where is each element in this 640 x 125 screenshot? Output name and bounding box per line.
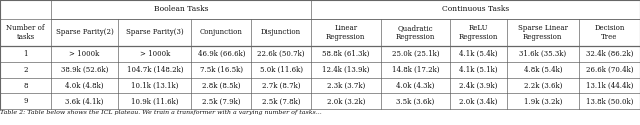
Text: 7.5k (16.5k): 7.5k (16.5k) (200, 66, 243, 74)
Text: 26.6k (70.4k): 26.6k (70.4k) (586, 66, 633, 74)
Text: Decision
Tree: Decision Tree (594, 24, 625, 41)
Text: 2.5k (7.9k): 2.5k (7.9k) (202, 97, 241, 105)
Text: 9: 9 (23, 97, 28, 105)
Text: 1.9k (3.2k): 1.9k (3.2k) (524, 97, 562, 105)
Text: 58.8k (61.3k): 58.8k (61.3k) (322, 50, 369, 58)
Text: 13.1k (44.4k): 13.1k (44.4k) (586, 82, 633, 90)
Text: Sparse Parity(2): Sparse Parity(2) (56, 28, 113, 36)
Text: 2.5k (7.8k): 2.5k (7.8k) (262, 97, 300, 105)
Text: 104.7k (148.2k): 104.7k (148.2k) (127, 66, 183, 74)
Text: 8: 8 (23, 82, 28, 90)
Text: 22.6k (50.7k): 22.6k (50.7k) (257, 50, 305, 58)
Text: 2.8k (8.5k): 2.8k (8.5k) (202, 82, 241, 90)
Text: ReLU
Regression: ReLU Regression (459, 24, 498, 41)
Text: 2: 2 (23, 66, 28, 74)
Text: 1: 1 (23, 50, 28, 58)
Text: 4.0k (4.8k): 4.0k (4.8k) (65, 82, 104, 90)
Text: > 1000k: > 1000k (140, 50, 170, 58)
Text: 4.1k (5.1k): 4.1k (5.1k) (460, 66, 498, 74)
Text: 4.0k (4.3k): 4.0k (4.3k) (396, 82, 435, 90)
Text: 13.8k (50.0k): 13.8k (50.0k) (586, 97, 633, 105)
Text: Sparse Parity(3): Sparse Parity(3) (126, 28, 184, 36)
Text: 4.8k (5.4k): 4.8k (5.4k) (524, 66, 562, 74)
Text: Linear
Regression: Linear Regression (326, 24, 365, 41)
Text: Table 2: Table below shows the ICL plateau. We train a transformer with a varyin: Table 2: Table below shows the ICL plate… (0, 110, 322, 116)
Text: Conjunction: Conjunction (200, 28, 243, 36)
Text: Continuous Tasks: Continuous Tasks (442, 5, 509, 13)
Text: 2.0k (3.4k): 2.0k (3.4k) (460, 97, 498, 105)
Text: 12.4k (13.9k): 12.4k (13.9k) (322, 66, 369, 74)
Text: 25.0k (25.1k): 25.0k (25.1k) (392, 50, 439, 58)
Text: 32.4k (86.2k): 32.4k (86.2k) (586, 50, 633, 58)
Text: 3.6k (4.1k): 3.6k (4.1k) (65, 97, 104, 105)
Text: 4.1k (5.4k): 4.1k (5.4k) (460, 50, 498, 58)
Text: 3.5k (3.6k): 3.5k (3.6k) (396, 97, 435, 105)
Text: 10.1k (13.1k): 10.1k (13.1k) (131, 82, 179, 90)
Text: 10.9k (11.6k): 10.9k (11.6k) (131, 97, 179, 105)
Text: Number of
tasks: Number of tasks (6, 24, 45, 41)
Text: > 1000k: > 1000k (69, 50, 100, 58)
Text: 14.8k (17.2k): 14.8k (17.2k) (392, 66, 439, 74)
Text: 5.0k (11.6k): 5.0k (11.6k) (260, 66, 303, 74)
Text: Sparse Linear
Regression: Sparse Linear Regression (518, 24, 568, 41)
Text: 31.6k (35.3k): 31.6k (35.3k) (519, 50, 566, 58)
Text: 38.9k (52.6k): 38.9k (52.6k) (61, 66, 108, 74)
Text: Quadratic
Regression: Quadratic Regression (396, 24, 435, 41)
Text: 2.2k (3.6k): 2.2k (3.6k) (524, 82, 562, 90)
Text: 46.9k (66.6k): 46.9k (66.6k) (198, 50, 245, 58)
Text: 2.4k (3.9k): 2.4k (3.9k) (460, 82, 498, 90)
Text: Boolean Tasks: Boolean Tasks (154, 5, 208, 13)
Text: 2.0k (3.2k): 2.0k (3.2k) (326, 97, 365, 105)
Text: Disjunction: Disjunction (261, 28, 301, 36)
Text: 2.3k (3.7k): 2.3k (3.7k) (326, 82, 365, 90)
Text: 2.7k (8.7k): 2.7k (8.7k) (262, 82, 300, 90)
